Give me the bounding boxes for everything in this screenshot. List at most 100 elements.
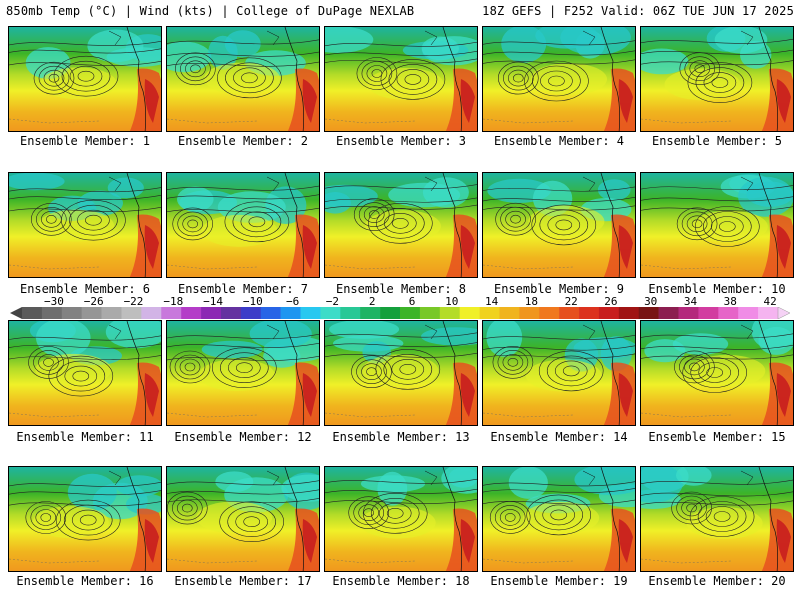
ensemble-member-label: Ensemble Member: 16 xyxy=(16,574,154,588)
ensemble-member-label: Ensemble Member: 17 xyxy=(174,574,312,588)
colorbar-swatch xyxy=(360,307,381,319)
colorbar-swatch xyxy=(61,307,82,319)
colorbar-swatch xyxy=(738,307,759,319)
colorbar-tick-label: 6 xyxy=(408,295,416,308)
ensemble-panel xyxy=(324,466,478,572)
colorbar-tick-label: −26 xyxy=(83,295,104,308)
colorbar-right-arrow xyxy=(777,307,790,319)
colorbar-swatch xyxy=(539,307,560,319)
temperature-map xyxy=(325,321,477,425)
ensemble-panel xyxy=(166,26,320,132)
temperature-map xyxy=(167,173,319,277)
ensemble-member-label: Ensemble Member: 15 xyxy=(648,430,786,444)
ensemble-member-label: Ensemble Member: 2 xyxy=(177,134,309,148)
temperature-map xyxy=(9,467,161,571)
temperature-map xyxy=(325,173,477,277)
colorbar-swatch xyxy=(141,307,162,319)
colorbar-tick-label: −14 xyxy=(203,295,224,308)
colorbar-swatch xyxy=(280,307,301,319)
ensemble-member-label: Ensemble Member: 10 xyxy=(648,282,786,296)
ensemble-panel xyxy=(640,26,794,132)
temperature-map xyxy=(641,467,793,571)
colorbar-swatch xyxy=(559,307,580,319)
ensemble-panel xyxy=(8,466,162,572)
colorbar-tick-label: 38 xyxy=(723,295,737,308)
colorbar-tick-label: 42 xyxy=(763,295,777,308)
ensemble-panel xyxy=(166,466,320,572)
ensemble-panel xyxy=(166,172,320,278)
colorbar-swatch xyxy=(459,307,480,319)
ensemble-member-label: Ensemble Member: 8 xyxy=(335,282,467,296)
colorbar-swatch xyxy=(41,307,63,319)
colorbar-swatch xyxy=(419,307,441,319)
temperature-map xyxy=(641,173,793,277)
ensemble-member-label: Ensemble Member: 19 xyxy=(490,574,628,588)
colorbar-tick-label: 14 xyxy=(484,295,499,308)
ensemble-member-label: Ensemble Member: 3 xyxy=(335,134,467,148)
ensemble-member-label: Ensemble Member: 11 xyxy=(16,430,154,444)
ensemble-panel xyxy=(482,172,636,278)
colorbar-swatch xyxy=(400,307,421,319)
ensemble-member-label: Ensemble Member: 9 xyxy=(493,282,625,296)
colorbar-tick-label: −30 xyxy=(43,295,64,308)
colorbar-left-arrow xyxy=(10,307,22,319)
ensemble-member-label: Ensemble Member: 7 xyxy=(177,282,309,296)
ensemble-panel xyxy=(324,172,478,278)
colorbar-swatch xyxy=(380,307,401,319)
colorbar-tick-label: 26 xyxy=(604,295,618,308)
colorbar-tick-label: −10 xyxy=(242,295,263,308)
colorbar-tick-label: 30 xyxy=(644,295,658,308)
temperature-map xyxy=(167,27,319,131)
ensemble-panel xyxy=(640,466,794,572)
ensemble-panel xyxy=(8,172,162,278)
ensemble-member-label: Ensemble Member: 5 xyxy=(651,134,783,148)
temperature-map xyxy=(483,27,635,131)
colorbar-swatch xyxy=(340,307,361,319)
ensemble-panel xyxy=(166,320,320,426)
colorbar-swatch xyxy=(320,307,341,319)
valid-time-label: 18Z GEFS | F252 Valid: 06Z TUE JUN 17 20… xyxy=(482,4,794,18)
colorbar-tick-label: −6 xyxy=(285,295,300,308)
ensemble-panel xyxy=(640,320,794,426)
colorbar-swatch xyxy=(758,307,779,319)
colorbar-swatch xyxy=(101,307,122,319)
temperature-map xyxy=(167,321,319,425)
temperature-map xyxy=(9,321,161,425)
colorbar-swatch xyxy=(479,307,500,319)
ensemble-member-label: Ensemble Member: 4 xyxy=(493,134,625,148)
colorbar-swatch xyxy=(638,307,659,319)
colorbar-swatch xyxy=(658,307,679,319)
colorbar-tick-label: 10 xyxy=(445,295,459,308)
colorbar-swatch xyxy=(698,307,719,319)
temperature-map xyxy=(9,27,161,131)
ensemble-panel xyxy=(8,320,162,426)
colorbar-tick-label: −18 xyxy=(163,295,184,308)
ensemble-member-label: Ensemble Member: 20 xyxy=(648,574,786,588)
ensemble-panel xyxy=(324,320,478,426)
colorbar-tick-label: 18 xyxy=(524,295,539,308)
ensemble-member-label: Ensemble Member: 6 xyxy=(19,282,151,296)
temperature-colorbar xyxy=(10,307,790,319)
temperature-map xyxy=(483,173,635,277)
colorbar-swatch xyxy=(22,307,43,319)
temperature-map xyxy=(9,173,161,277)
colorbar-swatch xyxy=(300,307,321,319)
ensemble-panel xyxy=(482,26,636,132)
ensemble-member-label: Ensemble Member: 12 xyxy=(174,430,312,444)
colorbar-tick-label: −2 xyxy=(325,295,340,308)
colorbar-swatch xyxy=(161,307,182,319)
colorbar-swatch xyxy=(519,307,540,319)
ensemble-member-label: Ensemble Member: 14 xyxy=(490,430,628,444)
colorbar-swatch xyxy=(678,307,699,319)
page-title: 850mb Temp (°C) | Wind (kts) | College o… xyxy=(6,4,415,18)
colorbar-swatch xyxy=(240,307,262,319)
temperature-map xyxy=(641,27,793,131)
ensemble-member-label: Ensemble Member: 18 xyxy=(332,574,470,588)
colorbar-swatch xyxy=(579,307,600,319)
colorbar-swatch xyxy=(618,307,640,319)
temperature-map xyxy=(325,467,477,571)
temperature-map xyxy=(483,467,635,571)
temperature-map xyxy=(167,467,319,571)
colorbar-swatch xyxy=(260,307,281,319)
colorbar-swatch xyxy=(81,307,102,319)
